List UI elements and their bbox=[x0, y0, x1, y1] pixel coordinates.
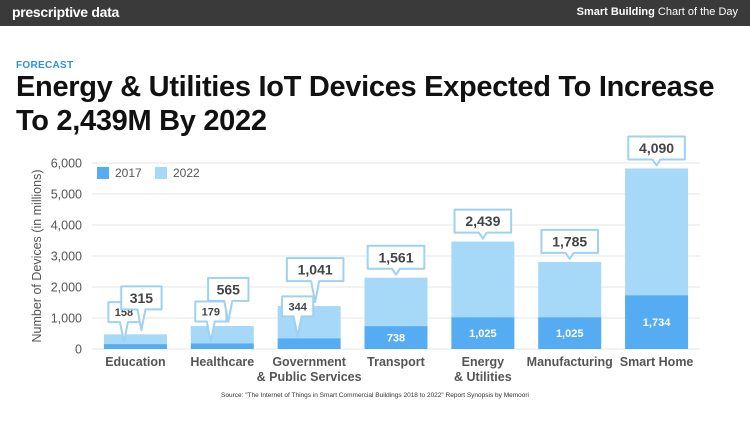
tagline-bold: Smart Building bbox=[576, 6, 655, 18]
callout-2017-label: 179 bbox=[202, 306, 220, 318]
y-tick-label: 6,000 bbox=[51, 157, 82, 171]
page-title: Energy & Utilities IoT Devices Expected … bbox=[16, 71, 715, 137]
callout-2022-label: 315 bbox=[130, 290, 154, 306]
legend-swatch-2022 bbox=[155, 167, 167, 179]
bar-2017 bbox=[190, 343, 254, 349]
bar-2017 bbox=[538, 317, 602, 349]
callout-2022-label: 2,439 bbox=[465, 213, 500, 229]
bar-2022 bbox=[190, 325, 254, 344]
callout-2022-box bbox=[540, 228, 600, 260]
y-tick-label: 3,000 bbox=[51, 250, 82, 264]
x-category-label: Transport bbox=[367, 355, 425, 369]
callout-2022-label: 565 bbox=[217, 281, 241, 297]
top-bar: prescriptive data Smart Building Chart o… bbox=[0, 0, 750, 26]
callout-2022-label: 1,561 bbox=[378, 249, 413, 265]
bar-2017 bbox=[451, 317, 515, 349]
bar-2017 bbox=[364, 326, 428, 349]
x-category-label: & Public Services bbox=[257, 370, 362, 384]
bar-2022 bbox=[364, 277, 428, 327]
x-category-label: & Utilities bbox=[454, 370, 512, 384]
legend-label-2022: 2022 bbox=[173, 166, 200, 180]
brand-logo: prescriptive data bbox=[12, 4, 119, 20]
legend-label-2017: 2017 bbox=[115, 166, 142, 180]
bar-2022 bbox=[451, 241, 515, 318]
callout-2022-box bbox=[453, 208, 513, 240]
callout-2022-label: 4,090 bbox=[639, 140, 674, 156]
callout-2017-label: 344 bbox=[288, 301, 307, 313]
x-category-label: Government bbox=[272, 355, 346, 369]
tagline-rest: Chart of the Day bbox=[657, 6, 738, 18]
callout-2022-box bbox=[366, 244, 426, 276]
bar-2017 bbox=[103, 344, 167, 349]
y-axis-label: Number of Devices (in millions) bbox=[30, 170, 44, 343]
bar-2017 bbox=[277, 338, 341, 349]
callout-2017-box bbox=[281, 295, 315, 338]
bar-2022 bbox=[538, 261, 602, 318]
x-category-label: Education bbox=[105, 355, 165, 369]
chart-of-the-day-tagline: Smart Building Chart of the Day bbox=[577, 6, 738, 18]
callout-2022-box bbox=[285, 257, 345, 304]
y-tick-label: 4,000 bbox=[51, 219, 82, 233]
y-tick-label: 5,000 bbox=[51, 188, 82, 202]
x-category-label: Healthcare bbox=[190, 355, 254, 369]
callout-2022-box bbox=[627, 135, 686, 167]
y-tick-label: 0 bbox=[75, 343, 82, 357]
y-tick-label: 1,000 bbox=[51, 312, 82, 326]
callout-2022-box bbox=[120, 285, 163, 332]
x-category-label: Manufacturing bbox=[527, 355, 613, 369]
x-category-label: Energy bbox=[462, 355, 504, 369]
bar-2017-value-label: 1,025 bbox=[469, 328, 497, 340]
bar-2022 bbox=[625, 168, 689, 296]
x-category-label: Smart Home bbox=[620, 355, 694, 369]
bar-2017-value-label: 1,734 bbox=[643, 317, 671, 329]
callout-2022-label: 1,785 bbox=[552, 233, 587, 249]
bar-2017 bbox=[625, 295, 689, 349]
source-note: Source: "The Internet of Things in Smart… bbox=[221, 392, 529, 399]
bar-2017-value-label: 738 bbox=[387, 333, 405, 345]
forecast-kicker: FORECAST bbox=[16, 60, 74, 71]
legend-swatch-2017 bbox=[97, 167, 109, 179]
y-tick-label: 2,000 bbox=[51, 281, 82, 295]
callout-2022-box bbox=[207, 276, 250, 323]
callout-2022-label: 1,041 bbox=[298, 262, 333, 278]
bar-2017-value-label: 1,025 bbox=[556, 328, 584, 340]
bar-2022 bbox=[103, 334, 167, 345]
